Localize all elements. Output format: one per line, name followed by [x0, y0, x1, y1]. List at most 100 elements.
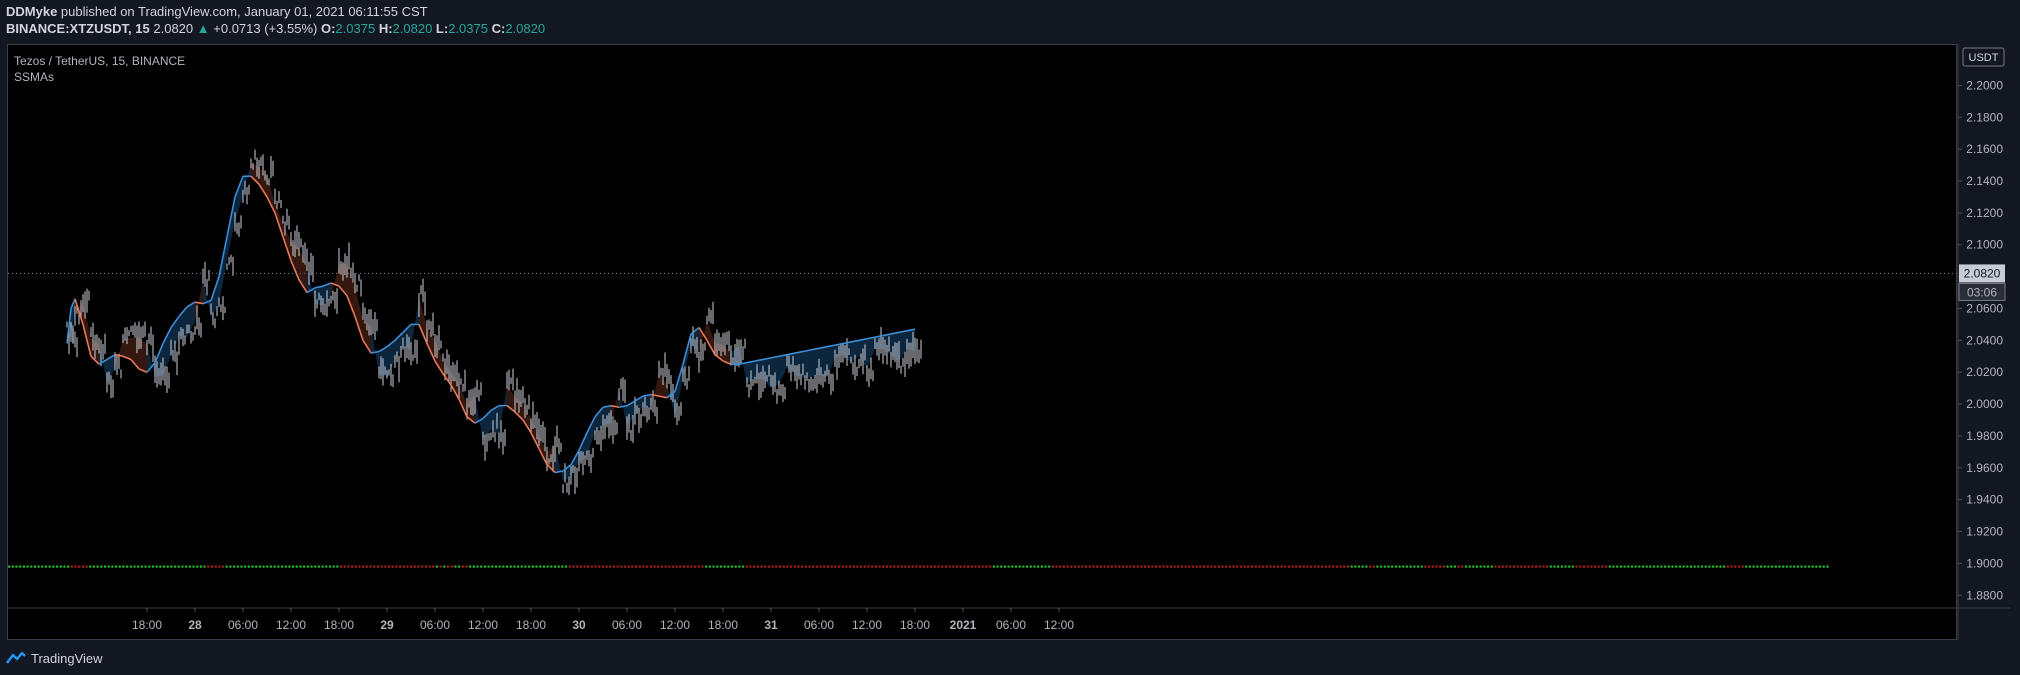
signal-dot — [583, 565, 586, 568]
signal-dot — [1368, 565, 1372, 568]
signal-dot — [491, 565, 494, 568]
signal-dot — [730, 565, 734, 568]
signal-dot — [52, 565, 55, 568]
signal-dot — [1638, 565, 1641, 568]
signal-dot — [44, 565, 48, 568]
chart-pane[interactable] — [7, 44, 1957, 640]
signal-dot — [1475, 565, 1479, 568]
signal-dot — [148, 565, 151, 568]
signal-dot — [671, 565, 675, 568]
ssma-line-segment — [226, 196, 236, 237]
signal-dot — [1121, 565, 1125, 568]
signal-dot — [1420, 565, 1423, 568]
ssma-line-segment — [778, 353, 788, 358]
y-tick-label: 1.8800 — [1966, 588, 2003, 602]
ssma-line-segment — [722, 360, 732, 365]
signal-dot — [1372, 565, 1375, 568]
signal-dot — [778, 565, 782, 568]
signal-dot — [1059, 565, 1062, 568]
y-tick-label: 2.1200 — [1966, 206, 2003, 220]
signal-dot — [557, 565, 560, 568]
signal-dot — [166, 565, 169, 568]
ssma-line-segment — [506, 405, 516, 413]
signal-dot — [37, 565, 40, 568]
author-name[interactable]: DDMyke — [6, 4, 58, 19]
y-tick-label: 2.1600 — [1966, 142, 2003, 156]
signal-dot — [291, 565, 295, 568]
signal-dot — [823, 565, 826, 568]
signal-dot — [804, 565, 807, 568]
signal-dot — [520, 565, 523, 568]
ssma-line-segment — [354, 316, 364, 341]
signal-dot — [789, 565, 793, 568]
signal-dot — [1557, 565, 1560, 568]
signal-dot — [1361, 565, 1364, 568]
signal-dot — [1081, 565, 1084, 568]
signal-dot — [1180, 565, 1184, 568]
signal-dot — [627, 565, 630, 568]
x-tick-label: 06:00 — [612, 618, 642, 632]
signal-dot — [1195, 565, 1198, 568]
signal-dot — [1675, 565, 1678, 568]
signal-dot — [502, 565, 505, 568]
ssma-line-segment — [82, 324, 92, 357]
signal-dot — [852, 565, 855, 568]
ssma-fill-segment — [147, 344, 155, 377]
x-tick-label: 12:00 — [852, 618, 882, 632]
signal-dot — [454, 565, 457, 568]
signal-dot — [1752, 565, 1755, 568]
signal-dot — [505, 565, 509, 568]
ssma-fill-segment — [331, 263, 339, 298]
signal-dot — [1029, 565, 1032, 568]
signal-dot — [358, 565, 361, 568]
signal-dot — [679, 565, 682, 568]
signal-dot — [1044, 565, 1047, 568]
signal-dot — [701, 565, 704, 568]
y-tick-label: 2.0400 — [1966, 333, 2003, 347]
signal-dot — [1357, 565, 1361, 568]
signal-dot — [1132, 565, 1136, 568]
ssma-line-segment — [482, 409, 492, 419]
ssma-line-segment — [786, 352, 796, 356]
signal-dot — [594, 565, 597, 568]
ssma-line-segment — [738, 361, 748, 366]
signal-dot — [930, 565, 933, 568]
signal-dot — [1818, 565, 1822, 568]
signal-dot — [1800, 565, 1803, 568]
signal-dot — [1826, 565, 1829, 568]
y-tick-label: 2.0000 — [1966, 397, 2003, 411]
x-tick-label: 06:00 — [996, 618, 1026, 632]
signal-dot — [1509, 565, 1512, 568]
last-price-label: 2.0820 — [1964, 266, 2001, 280]
y-tick-label: 2.1000 — [1966, 238, 2003, 252]
footer-brand[interactable]: TradingView — [6, 648, 103, 668]
ssma-line-segment — [218, 236, 228, 277]
symbol-line: BINANCE:XTZUSDT, 15 2.0820 ▲ +0.0713 (+3… — [6, 20, 545, 37]
signal-dot — [1070, 565, 1073, 568]
signal-dot — [395, 565, 398, 568]
signal-dot — [439, 565, 442, 568]
signal-dot — [568, 565, 571, 568]
signal-dot — [531, 565, 534, 568]
legend-indicator[interactable]: SSMAs — [14, 70, 55, 84]
signal-dot — [1265, 565, 1268, 568]
ssma-line-segment — [250, 175, 260, 185]
ssma-line-segment — [70, 298, 76, 309]
ssma-line-segment — [890, 331, 900, 335]
signal-dot — [1472, 565, 1475, 568]
symbol-name[interactable]: BINANCE:XTZUSDT, 15 — [6, 21, 150, 36]
signal-dot — [406, 565, 409, 568]
signal-dot — [347, 565, 350, 568]
signal-dot — [55, 565, 59, 568]
signal-dot — [1284, 565, 1287, 568]
publish-line: DDMyke published on TradingView.com, Jan… — [6, 3, 545, 20]
signal-dot — [1534, 565, 1538, 568]
signal-dot — [1309, 565, 1313, 568]
ssma-line-segment — [682, 333, 692, 365]
signal-dot — [1346, 565, 1350, 568]
ssma-line-segment — [202, 299, 212, 305]
signal-dot — [937, 565, 940, 568]
ssma-fill-segment — [475, 395, 483, 441]
legend-title[interactable]: Tezos / TetherUS, 15, BINANCE — [14, 54, 186, 68]
